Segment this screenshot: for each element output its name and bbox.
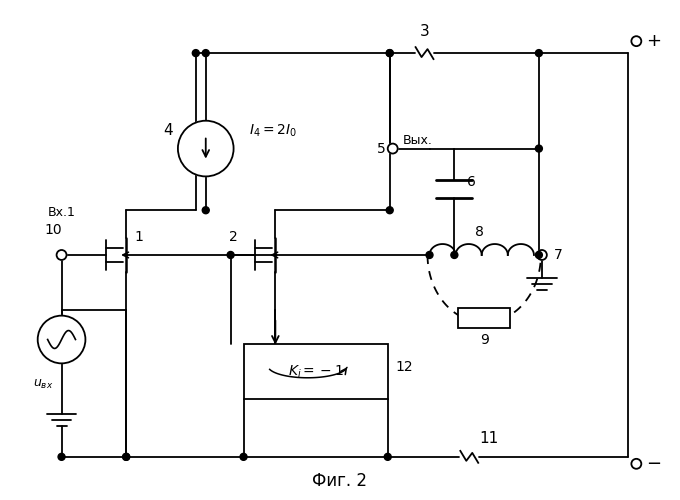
Text: −: −	[646, 455, 662, 473]
Text: 7: 7	[554, 248, 562, 262]
Circle shape	[202, 50, 209, 56]
Text: 8: 8	[475, 225, 483, 239]
Circle shape	[386, 50, 393, 56]
Circle shape	[631, 459, 641, 469]
Circle shape	[451, 252, 458, 258]
Circle shape	[37, 316, 86, 364]
Circle shape	[535, 145, 543, 152]
Circle shape	[535, 50, 543, 56]
Text: 2: 2	[229, 230, 238, 244]
Bar	[458, 308, 510, 328]
Text: 11: 11	[479, 432, 499, 446]
Text: $u_{вх}$: $u_{вх}$	[33, 378, 54, 391]
Text: 5: 5	[377, 142, 386, 156]
Text: Вх.1: Вх.1	[48, 206, 75, 218]
Text: +: +	[646, 32, 661, 50]
Text: 4: 4	[163, 123, 173, 138]
Circle shape	[58, 454, 65, 460]
Circle shape	[386, 50, 393, 56]
Circle shape	[386, 206, 393, 214]
Bar	[243, 344, 388, 399]
Circle shape	[178, 120, 234, 176]
Text: 1: 1	[134, 230, 143, 244]
Circle shape	[426, 252, 433, 258]
Circle shape	[56, 250, 67, 260]
Text: $I_4=2I_0$: $I_4=2I_0$	[248, 122, 296, 139]
Circle shape	[537, 250, 547, 260]
Text: Вых.: Вых.	[403, 134, 432, 147]
Text: $K_i=-1$: $K_i=-1$	[288, 364, 343, 380]
Text: 10: 10	[45, 223, 63, 237]
Text: 6: 6	[467, 176, 476, 190]
Text: 9: 9	[480, 332, 489, 346]
Text: Фиг. 2: Фиг. 2	[313, 472, 367, 490]
Circle shape	[384, 454, 391, 460]
Text: 12: 12	[396, 360, 413, 374]
Circle shape	[388, 144, 398, 154]
Circle shape	[240, 454, 247, 460]
Circle shape	[122, 454, 130, 460]
Circle shape	[202, 206, 209, 214]
Circle shape	[631, 36, 641, 46]
Circle shape	[227, 252, 234, 258]
Text: 3: 3	[420, 24, 429, 38]
Circle shape	[535, 252, 543, 258]
Circle shape	[192, 50, 199, 56]
Circle shape	[122, 454, 130, 460]
